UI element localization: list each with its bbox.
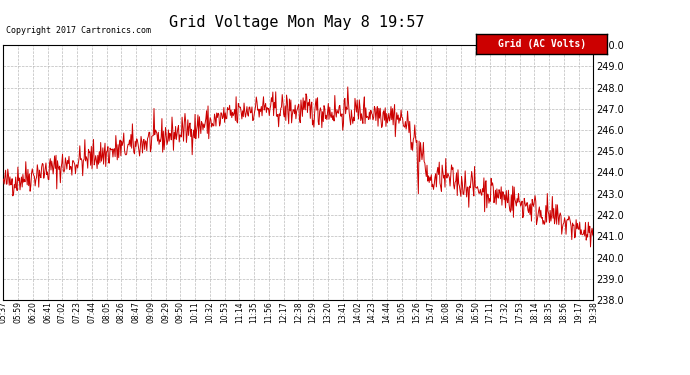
Text: Grid (AC Volts): Grid (AC Volts) <box>497 39 586 49</box>
Text: Grid Voltage Mon May 8 19:57: Grid Voltage Mon May 8 19:57 <box>169 15 424 30</box>
Text: Copyright 2017 Cartronics.com: Copyright 2017 Cartronics.com <box>6 26 150 35</box>
